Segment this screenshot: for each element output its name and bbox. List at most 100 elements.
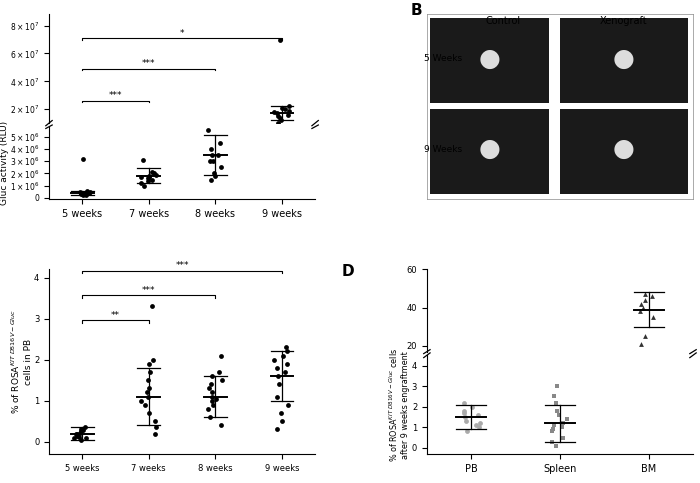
Point	[137, 156, 148, 164]
Point	[79, 189, 90, 197]
Point	[284, 107, 295, 114]
Point	[206, 381, 217, 388]
Point	[136, 131, 147, 139]
Text: ***: ***	[108, 91, 122, 100]
Point	[81, 132, 92, 140]
Point	[206, 389, 218, 397]
Point	[143, 131, 154, 139]
Point	[274, 36, 286, 43]
Point	[202, 126, 213, 133]
Point	[80, 133, 91, 141]
Point	[213, 151, 224, 159]
Point	[550, 399, 561, 407]
Point	[561, 415, 573, 423]
Text: ●: ●	[479, 47, 500, 71]
Point	[149, 430, 160, 438]
Point	[474, 424, 485, 431]
Point	[275, 114, 286, 121]
Point	[206, 372, 217, 380]
Point	[144, 409, 155, 417]
Point	[204, 413, 216, 421]
Point	[142, 131, 153, 139]
Point	[275, 22, 286, 30]
Point	[137, 129, 148, 137]
Point	[461, 417, 472, 425]
Point	[150, 171, 162, 179]
Bar	[430, 18, 550, 103]
Point	[209, 130, 220, 138]
Point	[639, 332, 650, 340]
Point	[204, 129, 216, 137]
Point	[70, 430, 81, 438]
Point	[76, 426, 87, 433]
Point	[71, 432, 82, 440]
Point	[77, 129, 88, 137]
Text: D: D	[342, 264, 354, 279]
Point	[149, 130, 160, 138]
Point	[74, 429, 85, 437]
Point	[272, 426, 283, 433]
Point	[138, 132, 149, 140]
Point	[640, 290, 651, 298]
Point	[210, 395, 221, 402]
Point	[143, 177, 154, 185]
Point	[75, 427, 86, 435]
Point	[216, 352, 227, 359]
Point	[205, 176, 216, 184]
Point	[143, 172, 154, 180]
Point	[215, 139, 226, 146]
Point	[272, 119, 284, 127]
Point	[206, 397, 217, 405]
Point	[147, 176, 158, 184]
Point	[76, 133, 87, 141]
Point	[215, 127, 226, 135]
Point	[276, 47, 287, 55]
Text: ●: ●	[479, 137, 500, 161]
Point	[279, 105, 290, 113]
Point	[213, 128, 224, 136]
Y-axis label: Gluc activity (RLU): Gluc activity (RLU)	[0, 121, 9, 205]
Point	[556, 424, 568, 431]
Point	[143, 131, 154, 139]
Point	[557, 434, 568, 441]
Point	[272, 10, 284, 18]
Point	[281, 348, 293, 355]
Point	[149, 170, 160, 177]
Point	[205, 145, 216, 153]
Point	[206, 393, 218, 400]
Text: ***: ***	[142, 286, 155, 295]
Point	[209, 172, 220, 180]
Point	[135, 173, 146, 181]
Point	[138, 182, 149, 189]
Point	[458, 409, 469, 417]
Point	[150, 130, 162, 138]
Point	[83, 133, 94, 141]
Point	[76, 436, 87, 443]
Point	[202, 405, 214, 413]
Text: *: *	[180, 28, 184, 38]
Point	[147, 131, 158, 139]
Point	[80, 424, 91, 431]
Point	[274, 381, 285, 388]
Point	[209, 131, 220, 139]
Point	[459, 413, 470, 421]
Text: **: **	[111, 311, 120, 320]
Text: ***: ***	[142, 59, 155, 68]
Point	[646, 292, 657, 300]
Point	[147, 168, 158, 176]
Point	[282, 0, 293, 5]
Point	[76, 133, 87, 141]
Point	[142, 393, 153, 400]
Point	[204, 157, 216, 165]
Point	[272, 112, 284, 120]
Point	[78, 192, 89, 199]
Bar	[430, 109, 550, 194]
Point	[84, 132, 95, 140]
Point	[268, 356, 279, 364]
Point	[466, 403, 477, 411]
Point	[77, 426, 88, 434]
Point	[275, 409, 286, 417]
Point	[76, 189, 87, 197]
Y-axis label: % of ROSA$^{KIT\ D816V-Gluc}$
cells in PB: % of ROSA$^{KIT\ D816V-Gluc}$ cells in P…	[10, 309, 32, 414]
Point	[272, 372, 284, 380]
